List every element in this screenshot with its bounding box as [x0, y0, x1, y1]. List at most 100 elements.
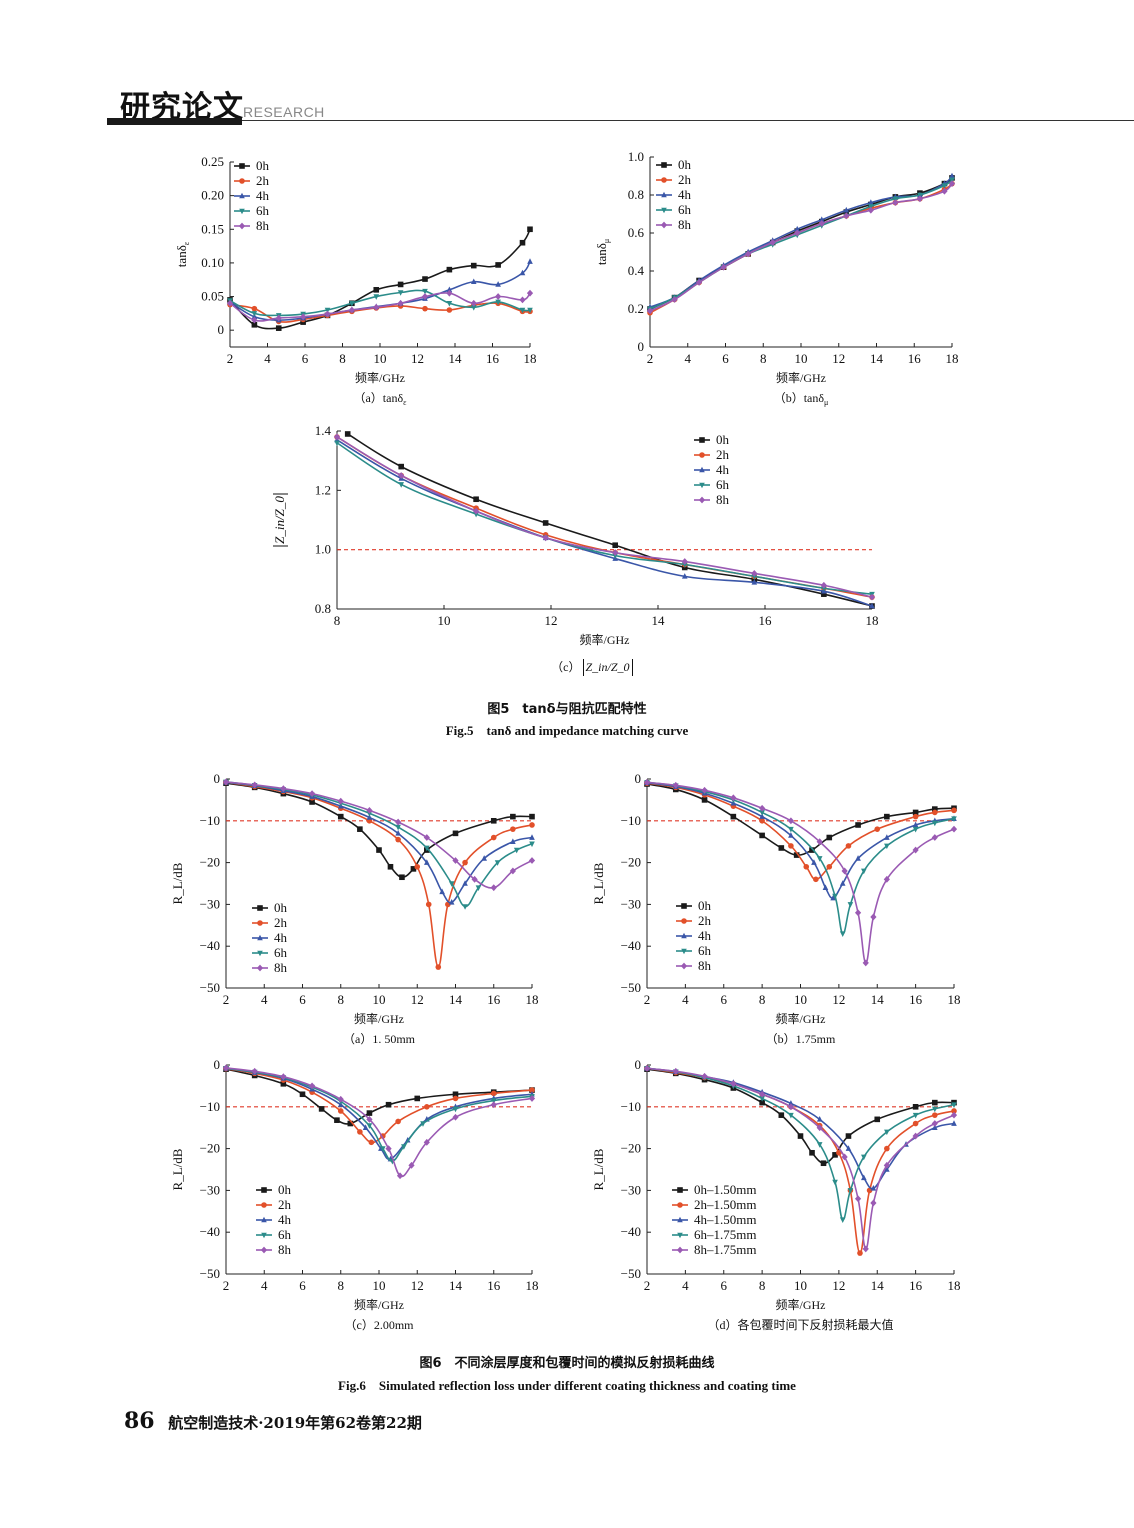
- data-point: [643, 778, 651, 786]
- data-point: [275, 314, 282, 322]
- x-tick-label: 16: [487, 992, 501, 1007]
- data-point: [226, 299, 234, 307]
- data-point: [884, 843, 890, 850]
- data-point: [695, 279, 703, 286]
- legend-label: 6h: [716, 477, 730, 492]
- legend-item: 0h: [234, 158, 270, 173]
- x-tick-label: 4: [682, 992, 689, 1007]
- y-axis-label-main: R_L/dB: [170, 862, 185, 904]
- x-tick-label: 6: [302, 351, 309, 366]
- data-point: [869, 602, 875, 609]
- y-tick-label: 0.4: [628, 263, 645, 278]
- data-point: [420, 1121, 426, 1127]
- legend-label: 0h–1.50mm: [694, 1182, 756, 1197]
- data-point: [612, 553, 618, 559]
- sub-label: （c）: [551, 660, 580, 674]
- data-point: [809, 1149, 815, 1156]
- series-8h: [222, 778, 536, 892]
- y-tick-label: −10: [621, 813, 641, 828]
- chart-fig6c: 2 4 6 8 10 12 14 16 18 −50 −40 −30 −20 −10 0 频率/GHz R_L/…: [170, 1057, 539, 1332]
- series-8h: [226, 289, 534, 324]
- data-point: [519, 239, 526, 246]
- data-point: [769, 239, 776, 246]
- data-point: [870, 1199, 877, 1207]
- y-tick-label: −30: [621, 1182, 641, 1197]
- data-point: [912, 826, 919, 833]
- legend-item: 0h: [694, 432, 730, 447]
- legend-item: 8h: [694, 492, 730, 507]
- y-axis-label: R_L/dB: [591, 862, 606, 904]
- data-point: [794, 225, 801, 232]
- x-tick-label: 14: [449, 992, 463, 1007]
- data-point: [730, 1080, 737, 1088]
- x-tick-label: 8: [339, 351, 346, 366]
- sub-label: （c）2.00mm: [345, 1318, 415, 1332]
- x-tick-label: 4: [685, 351, 692, 366]
- data-point: [422, 276, 428, 282]
- sub-label-main: （a）tanδ: [353, 391, 403, 405]
- legend-item: 4h: [694, 462, 730, 477]
- data-point: [513, 847, 520, 854]
- y-tick-label: 0: [214, 771, 221, 786]
- x-tick-label: 10: [795, 351, 808, 366]
- series-line: [229, 228, 531, 330]
- x-tick-label: 12: [832, 1278, 845, 1293]
- legend-label: 0h: [278, 1182, 292, 1197]
- series-4h: [647, 172, 955, 310]
- data-point: [884, 1145, 890, 1152]
- x-tick-label: 18: [526, 1278, 539, 1293]
- data-point: [892, 199, 899, 206]
- data-point: [439, 888, 445, 895]
- data-point: [462, 904, 468, 910]
- data-point: [861, 868, 867, 875]
- data-point: [788, 1100, 794, 1106]
- y-tick-label: −30: [621, 896, 641, 911]
- data-point: [280, 785, 287, 793]
- sub-label-main: （b）1.75mm: [766, 1032, 836, 1046]
- y-tick-label: 0.25: [201, 154, 224, 169]
- legend-item: 0h: [256, 1182, 292, 1197]
- series-0h-1.50mm: [644, 1066, 957, 1167]
- x-tick-label: 12: [832, 351, 845, 366]
- data-point: [344, 431, 351, 437]
- x-tick-label: 16: [908, 351, 922, 366]
- y-tick-label: −10: [621, 1099, 641, 1114]
- legend-marker: [239, 178, 245, 184]
- data-point: [883, 875, 890, 883]
- data-point: [841, 867, 848, 875]
- data-point: [912, 1120, 919, 1127]
- y-axis-label-sub: ε: [182, 241, 191, 245]
- data-point: [324, 310, 331, 318]
- data-point: [612, 549, 619, 557]
- data-point: [868, 593, 876, 601]
- y-tick-label: −30: [200, 896, 220, 911]
- legend-marker: [698, 496, 706, 504]
- data-point: [475, 885, 482, 891]
- data-point: [399, 874, 405, 881]
- legend-label: 2h: [678, 172, 692, 187]
- data-point: [490, 834, 497, 841]
- legend-label: 8h: [678, 217, 692, 232]
- data-point: [366, 806, 373, 814]
- x-axis-label: 频率/GHz: [354, 1297, 404, 1312]
- x-tick-label: 16: [909, 1278, 923, 1293]
- data-point: [793, 852, 800, 858]
- series-line: [336, 442, 873, 595]
- x-tick-label: 14: [871, 992, 885, 1007]
- data-point: [836, 1149, 842, 1156]
- series-line: [225, 781, 533, 908]
- data-point: [448, 881, 455, 887]
- legend-marker: [661, 191, 667, 198]
- data-point: [816, 1142, 823, 1148]
- data-point: [410, 866, 417, 872]
- data-point: [490, 1090, 497, 1097]
- data-point: [529, 834, 535, 840]
- data-point: [470, 305, 477, 311]
- data-point: [334, 440, 340, 447]
- legend-marker: [677, 1202, 683, 1208]
- x-tick-label: 8: [759, 992, 766, 1007]
- y-tick-label: 0.8: [628, 187, 644, 202]
- legend-item: 2h: [656, 172, 692, 187]
- legend-label: 2h: [698, 913, 712, 928]
- data-point: [912, 821, 919, 828]
